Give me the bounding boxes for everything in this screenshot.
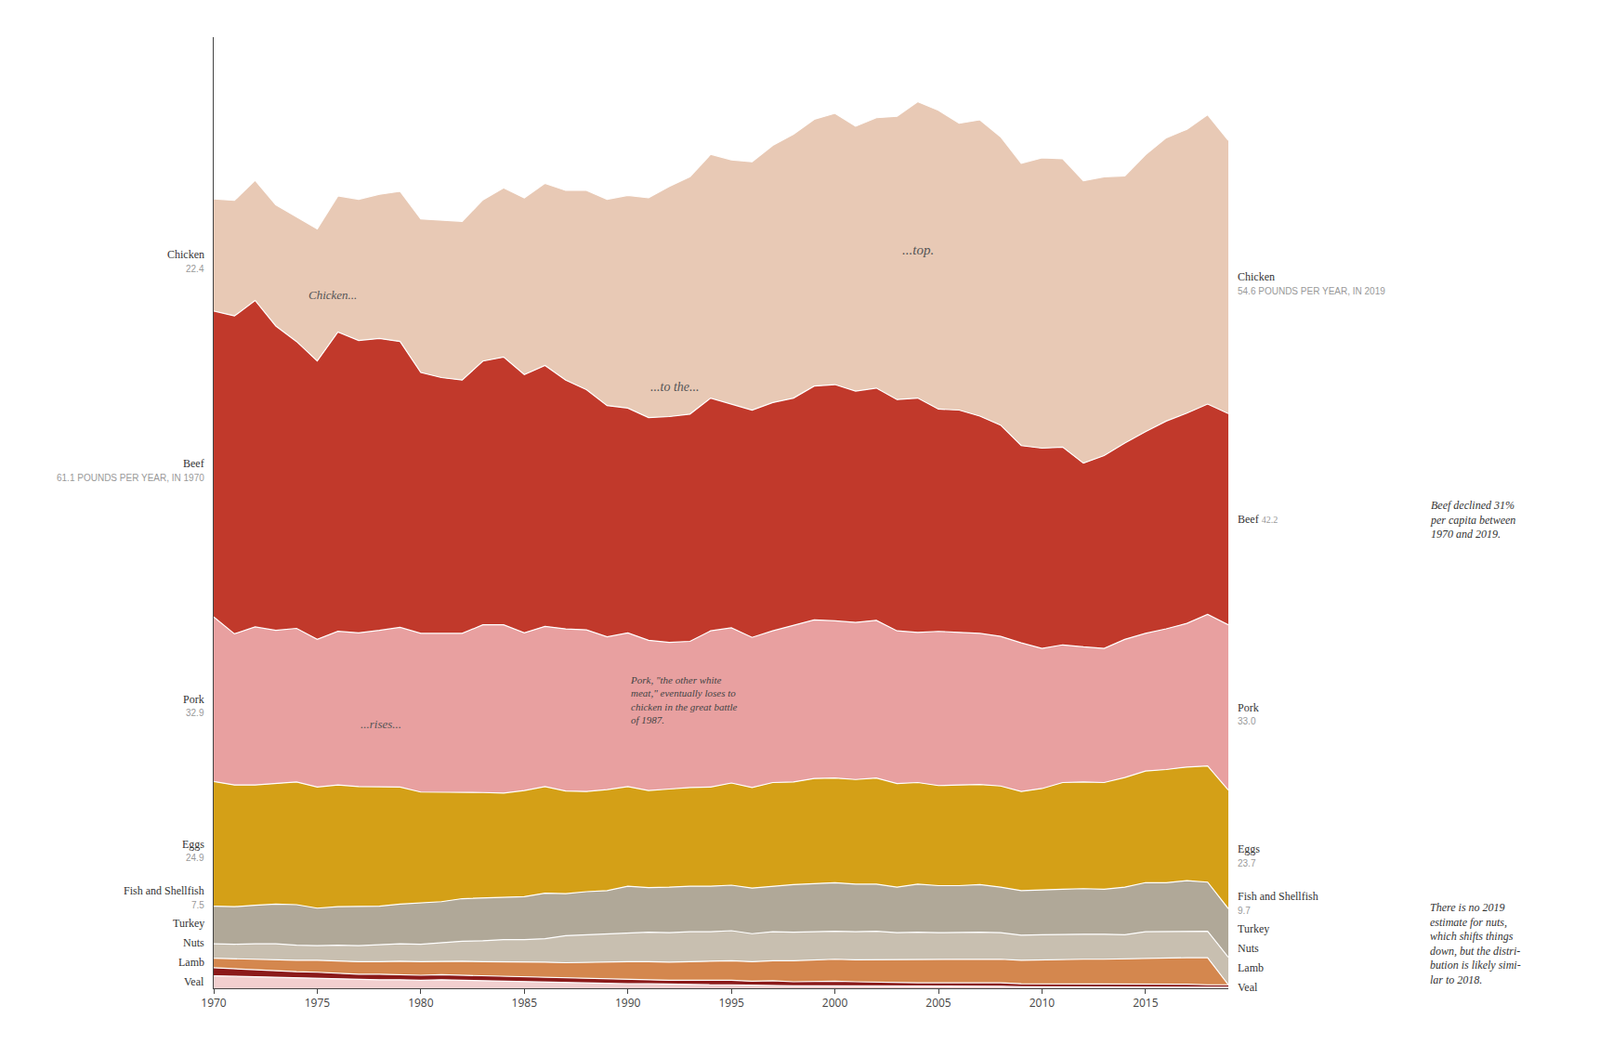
- svg-text:Fish and Shellfish: Fish and Shellfish: [123, 884, 205, 898]
- svg-text:32.9: 32.9: [185, 708, 205, 719]
- svg-text:1975: 1975: [304, 995, 331, 1011]
- svg-text:23.7: 23.7: [1237, 858, 1257, 869]
- svg-text:Pork: Pork: [183, 693, 205, 707]
- svg-text:22.4: 22.4: [185, 263, 205, 275]
- svg-text:1980: 1980: [407, 995, 434, 1011]
- svg-text:Veal: Veal: [183, 975, 205, 989]
- svg-text:1995: 1995: [718, 995, 745, 1011]
- svg-text:Pork, "the other whitemeat," e: Pork, "the other whitemeat," eventually …: [629, 674, 738, 726]
- svg-text:Beef 42.2: Beef 42.2: [1237, 512, 1278, 526]
- svg-text:2015: 2015: [1132, 995, 1159, 1011]
- svg-text:54.6 POUNDS PER YEAR, IN 2019: 54.6 POUNDS PER YEAR, IN 2019: [1237, 286, 1386, 297]
- svg-text:...rises...: ...rises...: [360, 717, 402, 732]
- svg-text:9.7: 9.7: [1237, 905, 1251, 917]
- svg-text:1990: 1990: [615, 995, 642, 1011]
- svg-text:Turkey: Turkey: [172, 917, 205, 931]
- svg-text:Veal: Veal: [1237, 981, 1259, 995]
- svg-text:1970: 1970: [200, 995, 227, 1011]
- svg-text:Chicken: Chicken: [167, 248, 205, 262]
- svg-text:Lamb: Lamb: [178, 956, 205, 970]
- svg-text:...top.: ...top.: [902, 242, 934, 258]
- svg-text:Nuts: Nuts: [183, 936, 205, 950]
- svg-text:2010: 2010: [1029, 995, 1056, 1011]
- svg-text:33.0: 33.0: [1237, 716, 1257, 727]
- svg-text:2005: 2005: [925, 995, 952, 1011]
- svg-text:7.5: 7.5: [191, 900, 205, 911]
- svg-text:...to the...: ...to the...: [650, 380, 700, 394]
- svg-text:Chicken...: Chicken...: [308, 288, 357, 302]
- svg-text:Pork: Pork: [1237, 701, 1260, 715]
- svg-text:Beef: Beef: [183, 457, 205, 471]
- svg-text:61.1 POUNDS PER YEAR, IN 1970: 61.1 POUNDS PER YEAR, IN 1970: [56, 472, 205, 484]
- svg-text:Lamb: Lamb: [1237, 961, 1264, 975]
- svg-text:There is no 2019estimate for n: There is no 2019estimate for nuts,which …: [1429, 901, 1522, 987]
- svg-text:Eggs: Eggs: [182, 838, 205, 852]
- svg-text:Turkey: Turkey: [1237, 922, 1270, 936]
- svg-text:1985: 1985: [511, 995, 538, 1011]
- svg-text:2000: 2000: [822, 995, 849, 1011]
- svg-text:24.9: 24.9: [185, 852, 205, 864]
- svg-text:Fish and Shellfish: Fish and Shellfish: [1237, 890, 1319, 904]
- svg-text:Nuts: Nuts: [1237, 942, 1260, 956]
- svg-text:Chicken: Chicken: [1237, 270, 1275, 284]
- svg-text:Beef declined 31%per capita be: Beef declined 31%per capita between1970 …: [1429, 498, 1516, 541]
- svg-text:Eggs: Eggs: [1237, 842, 1260, 856]
